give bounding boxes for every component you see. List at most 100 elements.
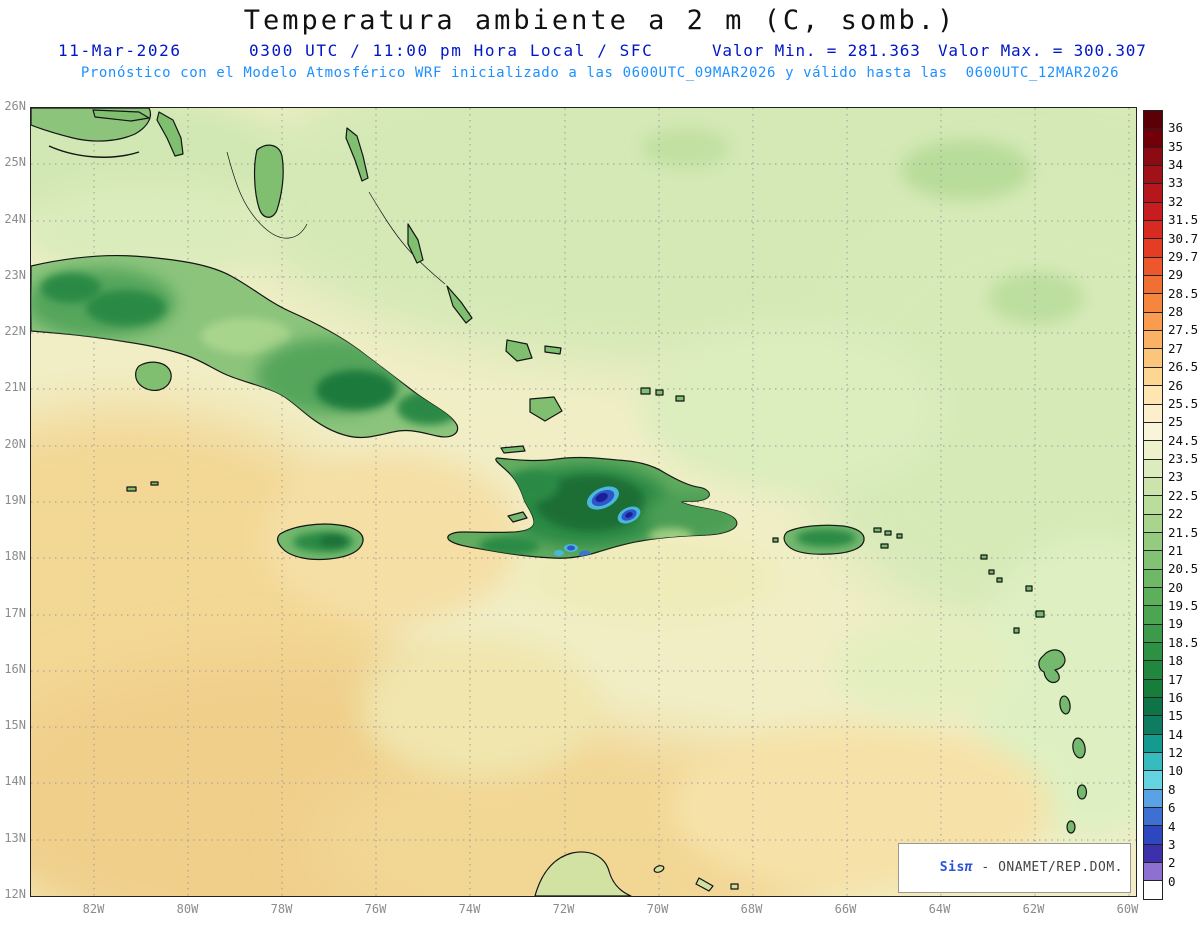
grand-cayman-island — [126, 486, 137, 492]
colorbar-label: 27 — [1168, 340, 1184, 356]
andros-island — [253, 144, 284, 218]
colorbar-label: 34 — [1168, 157, 1184, 173]
st-croix-island — [880, 543, 889, 549]
lon-label: 82W — [82, 902, 105, 916]
colorbar-cell — [1144, 532, 1162, 552]
colorbar-cell — [1144, 789, 1162, 809]
colorbar-label: 23 — [1168, 469, 1184, 485]
colorbar-label: 30.7 — [1168, 230, 1199, 246]
cold-spot-cordillera-2 — [617, 506, 641, 524]
lat-label: 20N — [4, 436, 26, 451]
florida-keys-coastline — [48, 145, 140, 158]
lat-label: 25N — [4, 155, 26, 170]
colorbar-label: 0 — [1168, 873, 1176, 889]
virgin-island-3 — [896, 533, 903, 539]
colorbar-label: 16 — [1168, 689, 1184, 705]
colorbar-label: 14 — [1168, 726, 1184, 742]
lat-label: 22N — [4, 324, 26, 339]
colorbar-label: 21 — [1168, 542, 1184, 558]
lon-label: 74W — [458, 902, 481, 916]
colorbar-label: 24.5 — [1168, 432, 1199, 448]
credit-org-label: - ONAMET/REP.DOM. — [973, 860, 1123, 875]
lat-label: 23N — [4, 267, 26, 282]
colorbar-cell — [1144, 367, 1162, 387]
colorbar-swatches — [1143, 110, 1163, 900]
colorbar-cell — [1144, 808, 1162, 827]
lat-label: 19N — [4, 492, 26, 507]
lon-label: 66W — [834, 902, 857, 916]
colorbar-label: 20.5 — [1168, 561, 1199, 577]
colorbar-cell — [1144, 459, 1162, 478]
credit-sis-label: Sis — [939, 860, 965, 875]
min-value-label: Valor Min. = 281.363 — [712, 41, 921, 60]
map-graphic — [31, 108, 1136, 896]
colorbar-cell — [1144, 404, 1162, 423]
nevis-island — [996, 577, 1003, 583]
grand-bahama-island — [92, 109, 150, 122]
gonave-island — [507, 511, 528, 523]
colorbar-label: 29.7 — [1168, 248, 1199, 264]
exuma-bank-contour — [368, 191, 446, 285]
colorbar-label: 22 — [1168, 506, 1184, 522]
colorbar-label: 3 — [1168, 836, 1176, 852]
lat-label: 15N — [4, 718, 26, 733]
colorbar-label: 4 — [1168, 818, 1176, 834]
colorbar-cell — [1144, 514, 1162, 533]
colorbar-label: 2 — [1168, 855, 1176, 871]
montserrat-island — [1013, 627, 1020, 634]
colorbar-cell — [1144, 276, 1162, 295]
lat-label: 24N — [4, 211, 26, 226]
colorbar-label: 32 — [1168, 193, 1184, 209]
colorbar-cell — [1144, 606, 1162, 625]
colorbar-cell — [1144, 826, 1162, 845]
date-label: 11-Mar-2026 — [58, 41, 182, 60]
colorbar-label: 10 — [1168, 763, 1184, 779]
cat-island — [407, 223, 424, 264]
lat-label: 17N — [4, 605, 26, 620]
lat-label: 18N — [4, 549, 26, 564]
barbuda-island — [1025, 585, 1033, 592]
colorbar-cell — [1144, 753, 1162, 772]
credit-pi-logo: π — [964, 860, 974, 875]
colorbar-label: 26 — [1168, 377, 1184, 393]
colorbar-cell — [1144, 111, 1162, 130]
colorbar-cell — [1144, 147, 1162, 167]
caicos-island — [640, 387, 651, 395]
colorbar-label: 19.5 — [1168, 598, 1199, 614]
bahama-bank-contour — [226, 151, 308, 239]
virgin-island-1 — [873, 527, 882, 533]
colorbar-cell — [1144, 496, 1162, 515]
colorbar-label: 33 — [1168, 175, 1184, 191]
mayaguana-island — [544, 345, 562, 355]
colorbar-label: 26.5 — [1168, 359, 1199, 375]
cold-spot-selle — [554, 550, 564, 556]
lon-label: 64W — [928, 902, 951, 916]
dominica-island — [1059, 695, 1071, 715]
great-inagua-island — [529, 396, 563, 422]
lat-label: 13N — [4, 830, 26, 845]
turks-island-2 — [675, 395, 685, 402]
colorbar-cell — [1144, 221, 1162, 240]
tortuga-island — [500, 445, 526, 454]
colorbar-label: 21.5 — [1168, 524, 1199, 540]
aruba-island — [653, 865, 665, 873]
colorbar-label: 36 — [1168, 120, 1184, 136]
lon-label: 68W — [740, 902, 763, 916]
colorbar-label: 20 — [1168, 579, 1184, 595]
colorbar-cell — [1144, 551, 1162, 570]
colorbar-cell — [1144, 294, 1162, 313]
colorbar-label: 6 — [1168, 800, 1176, 816]
curacao-island — [695, 877, 714, 892]
credit-box: Sisπ - ONAMET/REP.DOM. — [898, 843, 1131, 893]
colorbar-cell — [1144, 349, 1162, 368]
lat-label: 12N — [4, 886, 26, 901]
colorbar-label: 18.5 — [1168, 634, 1199, 650]
colorbar-cell — [1144, 698, 1162, 717]
colorbar-label: 8 — [1168, 781, 1176, 797]
mona-island — [772, 537, 779, 543]
guadeloupe-island — [1038, 649, 1066, 684]
lon-label: 60W — [1116, 902, 1139, 916]
colorbar-label: 31.5 — [1168, 212, 1199, 228]
hispaniola-terrain-shading — [479, 464, 737, 558]
colorbar-label: 22.5 — [1168, 487, 1199, 503]
